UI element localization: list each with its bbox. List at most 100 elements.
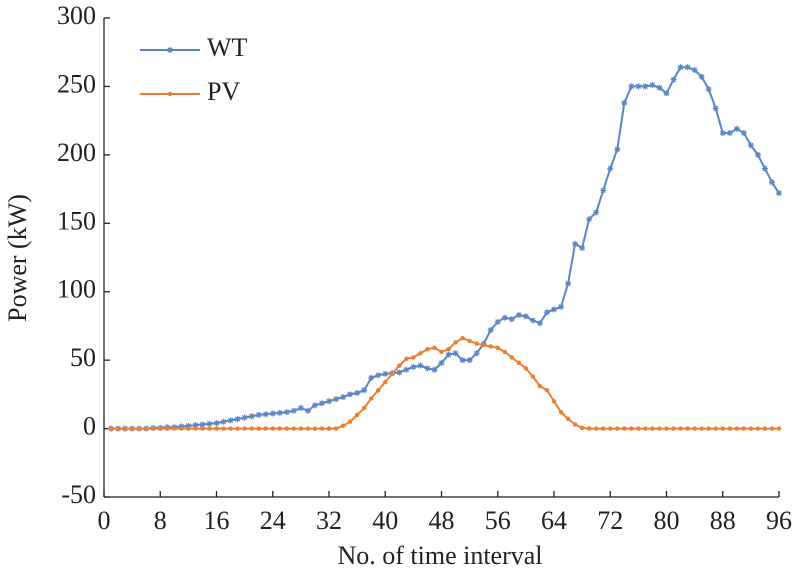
data-point bbox=[643, 426, 648, 431]
data-point bbox=[529, 317, 536, 324]
data-point bbox=[410, 363, 417, 370]
data-point bbox=[536, 320, 543, 327]
data-point bbox=[565, 280, 572, 287]
data-point bbox=[656, 84, 663, 91]
data-point bbox=[390, 371, 395, 377]
data-point bbox=[403, 366, 410, 373]
data-point bbox=[249, 426, 254, 431]
data-point bbox=[193, 426, 198, 431]
data-point bbox=[615, 426, 620, 431]
data-point bbox=[242, 426, 247, 431]
data-point bbox=[172, 426, 177, 431]
data-point bbox=[424, 365, 431, 372]
data-point bbox=[768, 179, 775, 186]
data-point bbox=[712, 105, 719, 112]
data-point bbox=[600, 187, 607, 194]
data-point bbox=[305, 426, 311, 431]
data-point bbox=[608, 426, 613, 431]
data-point bbox=[488, 344, 493, 349]
data-point bbox=[678, 426, 683, 431]
data-point bbox=[283, 409, 290, 416]
y-tick-label: 200 bbox=[57, 138, 96, 167]
data-point bbox=[304, 407, 311, 414]
data-point bbox=[727, 426, 732, 431]
data-point bbox=[579, 425, 585, 431]
x-tick-label: 24 bbox=[260, 506, 286, 535]
x-axis-label: No. of time interval bbox=[337, 541, 542, 570]
data-point bbox=[621, 99, 628, 106]
data-point bbox=[572, 422, 578, 427]
data-point bbox=[340, 423, 346, 429]
data-point bbox=[361, 405, 367, 411]
data-point bbox=[136, 426, 142, 431]
data-point bbox=[754, 151, 761, 158]
x-tick-label: 32 bbox=[316, 506, 342, 535]
data-point bbox=[255, 411, 262, 418]
data-point bbox=[221, 426, 226, 431]
data-point bbox=[494, 318, 501, 325]
data-point bbox=[200, 426, 205, 431]
data-point bbox=[417, 362, 424, 369]
data-point bbox=[312, 426, 318, 431]
data-point bbox=[508, 316, 515, 323]
x-tick-label: 56 bbox=[485, 506, 511, 535]
data-point bbox=[284, 426, 290, 431]
data-point bbox=[614, 146, 621, 153]
data-point bbox=[726, 129, 733, 136]
data-point bbox=[262, 411, 269, 418]
data-point bbox=[432, 345, 437, 351]
data-point bbox=[459, 357, 466, 364]
data-point bbox=[720, 426, 725, 431]
data-point bbox=[677, 64, 684, 71]
data-point bbox=[685, 426, 690, 431]
y-axis-label: Power (kW) bbox=[3, 194, 32, 322]
data-point bbox=[460, 336, 465, 341]
data-point bbox=[474, 341, 479, 346]
x-tick-label: 88 bbox=[710, 506, 736, 535]
x-tick-label: 64 bbox=[541, 506, 567, 535]
data-point bbox=[741, 426, 747, 431]
legend-label: WT bbox=[207, 33, 248, 62]
data-point bbox=[318, 400, 325, 407]
data-point bbox=[565, 416, 571, 422]
data-point bbox=[543, 309, 550, 316]
data-point bbox=[629, 426, 634, 431]
y-tick-label: 100 bbox=[57, 275, 96, 304]
data-point bbox=[375, 372, 382, 379]
data-point bbox=[551, 306, 557, 313]
data-point bbox=[769, 426, 775, 431]
legend-marker bbox=[167, 91, 173, 97]
data-point bbox=[664, 426, 669, 431]
y-tick-label: 50 bbox=[70, 343, 96, 372]
data-point bbox=[635, 83, 642, 90]
data-point bbox=[713, 426, 718, 431]
data-point bbox=[684, 64, 691, 71]
data-point bbox=[663, 90, 670, 97]
data-point bbox=[522, 313, 529, 320]
data-point bbox=[445, 351, 452, 358]
data-point bbox=[291, 426, 297, 431]
data-point bbox=[158, 426, 163, 431]
y-tick-label: 150 bbox=[57, 206, 96, 235]
x-tick-label: 16 bbox=[204, 506, 230, 535]
data-point bbox=[446, 346, 451, 352]
data-point bbox=[333, 426, 339, 431]
data-point bbox=[762, 426, 768, 431]
x-tick-label: 0 bbox=[98, 506, 111, 535]
data-point bbox=[622, 426, 627, 431]
data-point bbox=[347, 419, 353, 424]
data-point bbox=[129, 426, 135, 431]
data-point bbox=[425, 346, 430, 352]
data-point bbox=[516, 360, 522, 366]
data-point bbox=[368, 396, 374, 401]
data-point bbox=[207, 426, 212, 431]
data-point bbox=[270, 426, 275, 431]
data-point bbox=[671, 426, 676, 431]
data-point bbox=[705, 86, 712, 93]
data-point bbox=[108, 426, 114, 431]
data-point bbox=[431, 366, 438, 373]
data-point bbox=[523, 366, 529, 371]
data-point bbox=[776, 426, 782, 431]
data-point bbox=[481, 342, 486, 348]
data-point bbox=[396, 369, 403, 376]
